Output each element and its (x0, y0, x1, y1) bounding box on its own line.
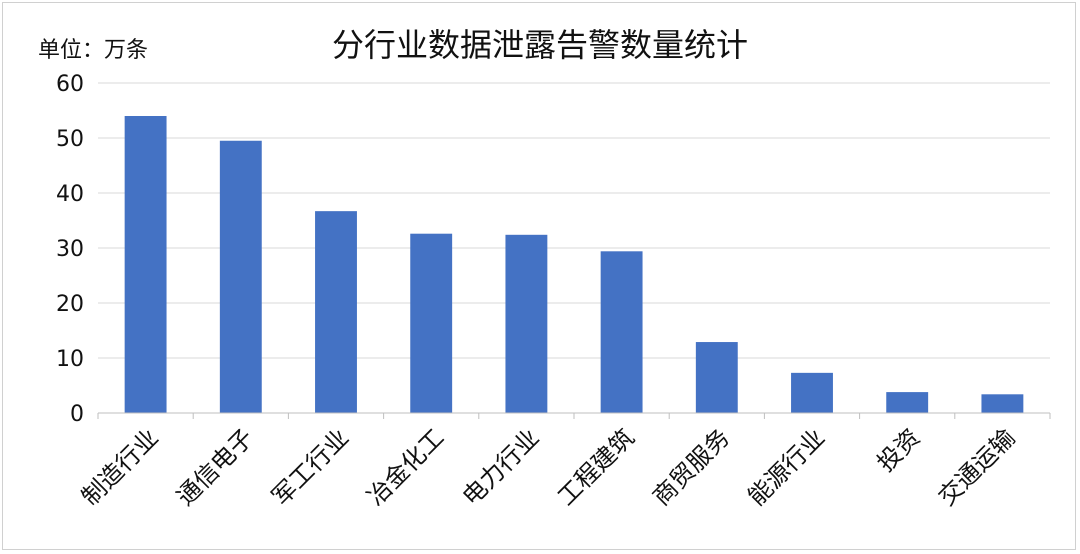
bar (886, 392, 929, 413)
x-category-label: 能源行业 (743, 423, 831, 511)
y-tick-label: 10 (56, 347, 84, 372)
chart-title: 分行业数据泄露告警数量统计 (332, 26, 748, 64)
bar (981, 394, 1024, 413)
x-category-label: 制造行业 (76, 423, 164, 511)
unit-label: 单位：万条 (38, 38, 148, 63)
y-axis: 0 10 20 30 40 50 60 (56, 72, 84, 427)
x-category-label: 冶金化工 (362, 423, 450, 511)
x-category-label: 投资 (872, 423, 926, 477)
bars (124, 116, 1024, 413)
bar (600, 251, 643, 413)
x-category-label: 军工行业 (267, 423, 355, 511)
y-tick-label: 30 (56, 237, 84, 262)
bar (124, 116, 167, 413)
y-tick-label: 60 (56, 72, 84, 97)
bar (410, 233, 453, 413)
x-category-label: 电力行业 (457, 423, 545, 511)
x-axis-labels: 制造行业 通信电子 军工行业 冶金化工 电力行业 工程建筑 商贸服务 能源行业 投资 交通运输 (76, 413, 1051, 511)
x-category-label: 通信电子 (171, 423, 259, 511)
y-tick-label: 40 (56, 182, 84, 207)
x-category-label: 交通运输 (933, 423, 1021, 511)
y-tick-label: 20 (56, 292, 84, 317)
x-category-label: 工程建筑 (552, 423, 640, 511)
bar (695, 342, 738, 413)
bar (315, 211, 357, 413)
bar (791, 372, 833, 413)
y-tick-label: 0 (70, 402, 84, 427)
bar (219, 140, 262, 413)
bar (505, 234, 548, 413)
x-category-label: 商贸服务 (647, 423, 735, 511)
y-tick-label: 50 (56, 127, 84, 152)
